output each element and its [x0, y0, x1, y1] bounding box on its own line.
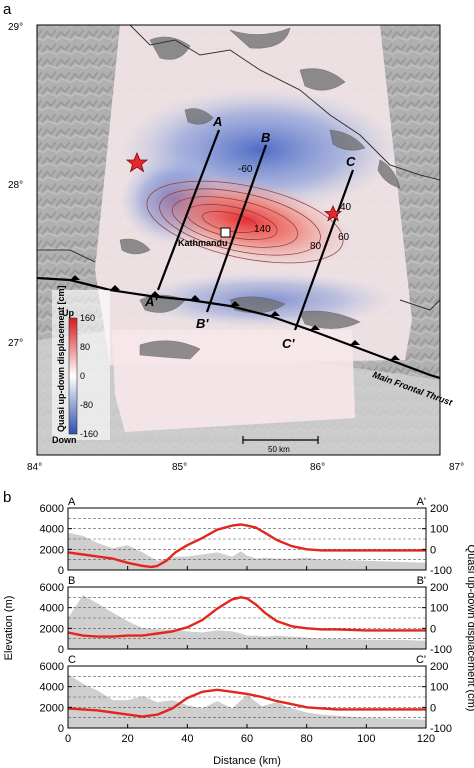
displacement-map-panel: a: [3, 1, 464, 473]
colorbar-ramp: [68, 317, 78, 435]
right-tick-label: 200: [430, 582, 448, 594]
profile-end-label: B': [417, 575, 426, 587]
profile-line-a: [156, 129, 221, 291]
right-tick-label: 0: [430, 702, 436, 714]
x-tick-label: 60: [241, 733, 253, 745]
profile-label-a-prime: A': [144, 294, 158, 309]
colorbar: Up Down 160 80 0 -80 -160 Quasi up-down …: [52, 285, 110, 445]
lon-tick: 86°: [310, 462, 325, 473]
profile-end-label: C': [416, 654, 426, 666]
left-tick-label: 4000: [40, 682, 64, 694]
left-tick-label: 6000: [40, 503, 64, 515]
contour-label: 60: [338, 232, 350, 243]
left-tick-label: 6000: [40, 582, 64, 594]
right-tick-label: -100: [430, 644, 452, 656]
elevation-profiles-panel: b Elevation (m) Quasi up-down displaceme…: [3, 489, 474, 767]
left-tick-label: 6000: [40, 661, 64, 673]
colorbar-tick: -160: [80, 429, 98, 439]
map-frame: [36, 24, 441, 456]
profile-plot-a: 6000 4000 2000 0 200 100 0 -100 A A': [40, 496, 453, 577]
left-tick-label: 2000: [40, 702, 64, 714]
x-tick-label: 80: [301, 733, 313, 745]
colorbar-down-label: Down: [52, 435, 77, 445]
contour-label: 40: [340, 202, 352, 213]
thrust-teeth: [70, 275, 400, 360]
lat-tick: 28°: [8, 180, 23, 191]
profile-label-a: A: [212, 114, 222, 129]
displacement-line: [67, 596, 426, 638]
terrain-profile: [68, 595, 426, 649]
terrain-profile: [68, 532, 426, 570]
profile-label-b-prime: B': [196, 316, 209, 331]
left-tick-label: 4000: [40, 524, 64, 536]
colorbar-tick: 80: [80, 342, 90, 352]
colorbar-up-label: Up: [62, 308, 74, 318]
right-tick-label: -100: [430, 723, 452, 735]
profile-label-c: C: [346, 154, 356, 169]
kathmandu-marker: [220, 227, 231, 238]
colorbar-title: Quasi up-down displacement [cm]: [56, 285, 66, 432]
uplift-lobe: [137, 172, 353, 268]
colorbar-tick: -80: [80, 400, 93, 410]
mainshock-epicenter-star: [125, 151, 149, 173]
right-tick-label: 0: [430, 544, 436, 556]
x-tick-label: 100: [357, 733, 375, 745]
right-tick-label: 0: [430, 623, 436, 635]
right-tick-label: 100: [430, 603, 448, 615]
profile-line-c: [293, 169, 355, 331]
scale-bar-label: 50 km: [268, 445, 290, 454]
lon-tick: 87°: [449, 462, 464, 473]
lat-tick: 27°: [8, 338, 23, 349]
panel-b-label: b: [3, 489, 11, 506]
left-tick-label: 0: [58, 644, 64, 656]
x-axis-title: Distance (km): [213, 755, 281, 767]
left-tick-label: 0: [58, 723, 64, 735]
profile-start-label: A: [68, 496, 76, 508]
profile-start-label: C: [68, 654, 76, 666]
right-tick-label: 100: [430, 524, 448, 536]
right-tick-label: 200: [430, 661, 448, 673]
contour-label: 80: [310, 241, 322, 252]
panel-a-label: a: [3, 1, 12, 18]
scale-bar: 50 km: [242, 436, 319, 454]
profile-end-label: A': [417, 496, 426, 508]
profile-plot-b: 6000 4000 2000 0 200 100 0 -100 B B': [40, 575, 453, 656]
aftershock-epicenter-star: [323, 205, 343, 222]
lat-tick: 29°: [8, 22, 23, 33]
displacement-line: [67, 523, 426, 569]
colorbar-tick: 160: [80, 313, 95, 323]
right-axis-title: Quasi up-down displacement (cm): [465, 545, 474, 712]
profile-line-b: [205, 144, 268, 313]
x-tick-label: 120: [417, 733, 435, 745]
right-tick-label: 100: [430, 682, 448, 694]
profile-label-b: B: [261, 130, 270, 145]
left-axis-title: Elevation (m): [3, 596, 15, 661]
lon-tick: 85°: [172, 462, 187, 473]
left-tick-label: 0: [58, 565, 64, 577]
right-tick-label: 200: [430, 503, 448, 515]
lon-tick: 84°: [27, 462, 42, 473]
contour-label: 140: [254, 224, 271, 235]
borders: [37, 25, 440, 311]
x-tick-label: 20: [122, 733, 134, 745]
profile-plot-c: 6000 4000 2000 0 200 100 0 -100 C C' 0 20 40 60 80 100 1…: [40, 654, 453, 745]
left-tick-label: 4000: [40, 603, 64, 615]
displacement-line: [67, 688, 426, 718]
colorbar-tick: 0: [80, 371, 85, 381]
profile-start-label: B: [68, 575, 75, 587]
right-tick-label: -100: [430, 565, 452, 577]
kathmandu-label: Kathmandu: [178, 238, 228, 248]
contour-label: -60: [238, 164, 253, 175]
left-tick-label: 2000: [40, 544, 64, 556]
terrain-profile: [68, 674, 426, 728]
x-tick-label: 0: [65, 733, 71, 745]
profile-label-c-prime: C': [282, 336, 295, 351]
left-tick-label: 2000: [40, 623, 64, 635]
profile-lines: [156, 129, 355, 331]
x-tick-label: 40: [181, 733, 193, 745]
main-frontal-thrust: [37, 276, 440, 380]
